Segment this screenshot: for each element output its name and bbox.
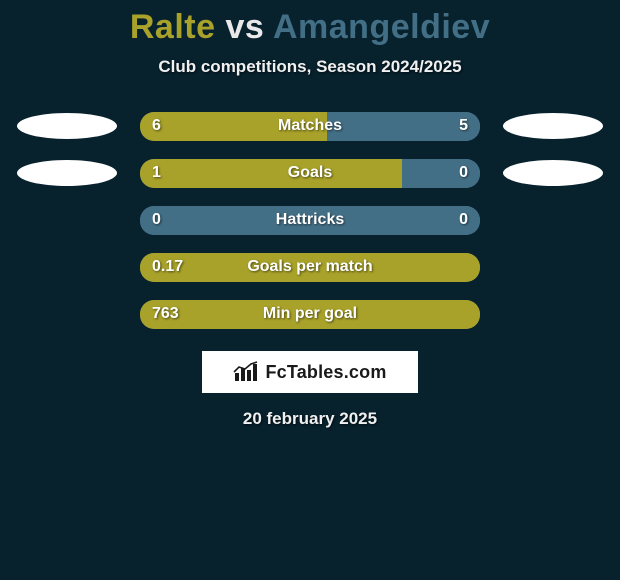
subtitle: Club competitions, Season 2024/2025 xyxy=(0,57,620,77)
stat-label: Matches xyxy=(278,117,342,135)
stat-bar-left-fill xyxy=(140,159,402,188)
stat-value-left: 0 xyxy=(152,211,161,229)
left-ellipse-slot xyxy=(12,111,122,141)
comparison-bars: 6 Matches 5 1 Goals 0 0 Hattricks 0 0.17 Goals per… xyxy=(0,111,620,329)
right-ellipse-icon xyxy=(503,113,603,139)
right-ellipse-icon xyxy=(503,160,603,186)
stat-label: Goals xyxy=(288,164,332,182)
stat-label: Min per goal xyxy=(263,305,357,323)
stat-value-right: 0 xyxy=(459,164,468,182)
left-ellipse-slot xyxy=(12,205,122,235)
brand-badge[interactable]: FcTables.com xyxy=(202,351,418,393)
stat-bar-right-fill xyxy=(327,112,480,141)
right-ellipse-slot xyxy=(498,158,608,188)
compare-row: 763 Min per goal xyxy=(0,299,620,329)
stat-label: Hattricks xyxy=(276,211,344,229)
title-vs: vs xyxy=(225,8,264,46)
left-ellipse-icon xyxy=(17,113,117,139)
left-ellipse-slot xyxy=(12,252,122,282)
right-ellipse-slot xyxy=(498,111,608,141)
page-title: Ralte vs Amangeldiev xyxy=(0,0,620,47)
left-ellipse-slot xyxy=(12,299,122,329)
compare-row: 1 Goals 0 xyxy=(0,158,620,188)
comparison-infographic: Ralte vs Amangeldiev Club competitions, … xyxy=(0,0,620,580)
title-player-left: Ralte xyxy=(130,8,216,46)
stat-bar-right-fill xyxy=(402,159,480,188)
compare-row: 6 Matches 5 xyxy=(0,111,620,141)
left-ellipse-slot xyxy=(12,158,122,188)
stat-bar: 0 Hattricks 0 xyxy=(140,206,480,235)
stat-value-left: 1 xyxy=(152,164,161,182)
stat-value-left: 763 xyxy=(152,305,179,323)
stat-value-left: 6 xyxy=(152,117,161,135)
compare-row: 0 Hattricks 0 xyxy=(0,205,620,235)
stat-bar: 6 Matches 5 xyxy=(140,112,480,141)
right-ellipse-slot xyxy=(498,252,608,282)
left-ellipse-icon xyxy=(17,160,117,186)
compare-row: 0.17 Goals per match xyxy=(0,252,620,282)
stat-value-right: 0 xyxy=(459,211,468,229)
title-player-right: Amangeldiev xyxy=(273,8,490,46)
stat-bar: 1 Goals 0 xyxy=(140,159,480,188)
stat-value-left: 0.17 xyxy=(152,258,183,276)
stat-label: Goals per match xyxy=(247,258,372,276)
right-ellipse-slot xyxy=(498,205,608,235)
stat-bar: 763 Min per goal xyxy=(140,300,480,329)
stat-bar: 0.17 Goals per match xyxy=(140,253,480,282)
bar-chart-icon xyxy=(233,361,259,383)
date-line: 20 february 2025 xyxy=(0,409,620,429)
brand-text: FcTables.com xyxy=(265,362,386,383)
stat-value-right: 5 xyxy=(459,117,468,135)
right-ellipse-slot xyxy=(498,299,608,329)
